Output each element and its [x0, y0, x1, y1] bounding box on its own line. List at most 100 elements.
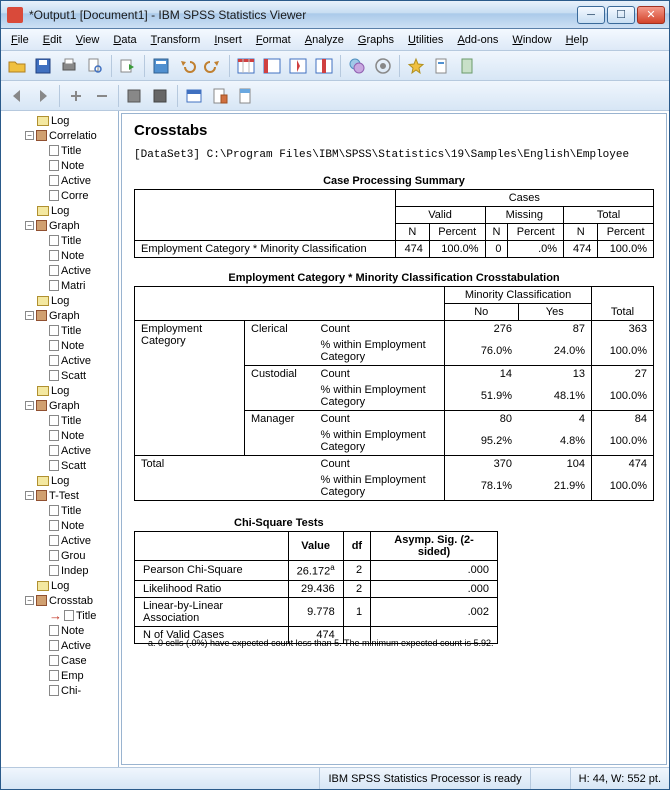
tree-item[interactable]: Log — [1, 203, 118, 218]
page-attr-button[interactable] — [430, 54, 454, 78]
tree-item[interactable]: Log — [1, 383, 118, 398]
variables-button[interactable] — [286, 54, 310, 78]
minimize-button[interactable]: ─ — [577, 6, 605, 24]
tree-item[interactable]: Note — [1, 338, 118, 353]
recall-button[interactable] — [149, 54, 173, 78]
tree-item[interactable]: Scatt — [1, 368, 118, 383]
chisq-title: Chi-Square Tests — [134, 517, 654, 529]
menu-graphs[interactable]: Graphs — [352, 32, 400, 48]
page-icon — [64, 610, 74, 621]
hide-button[interactable] — [149, 84, 173, 108]
tree-item[interactable]: Log — [1, 578, 118, 593]
dataset-path: [DataSet3] C:\Program Files\IBM\SPSS\Sta… — [134, 149, 654, 161]
redo-button[interactable] — [201, 54, 225, 78]
tree-item[interactable]: Log — [1, 473, 118, 488]
outline-tree[interactable]: Log−CorrelatioTitleNoteActiveCorreLog−Gr… — [1, 111, 119, 767]
menu-add-ons[interactable]: Add-ons — [451, 32, 504, 48]
tree-item[interactable]: Title — [1, 143, 118, 158]
tree-item[interactable]: Emp — [1, 668, 118, 683]
titlebar: *Output1 [Document1] - IBM SPSS Statisti… — [1, 1, 669, 29]
menu-data[interactable]: Data — [107, 32, 142, 48]
tree-item[interactable]: Corre — [1, 188, 118, 203]
insert-button[interactable] — [312, 54, 336, 78]
tree-item[interactable]: Note — [1, 518, 118, 533]
select-button[interactable] — [345, 54, 369, 78]
tree-item[interactable]: Note — [1, 158, 118, 173]
tree-item[interactable]: Title — [1, 233, 118, 248]
tree-item[interactable]: Matri — [1, 278, 118, 293]
new-output-button[interactable] — [456, 54, 480, 78]
book-icon — [36, 490, 47, 501]
tree-item[interactable]: Active — [1, 638, 118, 653]
menu-file[interactable]: File — [5, 32, 35, 48]
page-icon — [49, 445, 59, 456]
save-button[interactable] — [31, 54, 55, 78]
tree-item[interactable]: Active — [1, 533, 118, 548]
book-icon — [36, 310, 47, 321]
show-button[interactable] — [123, 84, 147, 108]
tree-item[interactable]: −T-Test — [1, 488, 118, 503]
page-icon — [49, 505, 59, 516]
menu-window[interactable]: Window — [506, 32, 557, 48]
output-viewer[interactable]: Crosstabs [DataSet3] C:\Program Files\IB… — [121, 113, 667, 765]
tree-item[interactable]: Active — [1, 263, 118, 278]
tree-item[interactable]: Note — [1, 248, 118, 263]
book-icon — [36, 400, 47, 411]
tree-item[interactable]: Title — [1, 503, 118, 518]
insert-text-button[interactable] — [234, 84, 258, 108]
print-button[interactable] — [57, 54, 81, 78]
insert-heading-button[interactable] — [182, 84, 206, 108]
menu-analyze[interactable]: Analyze — [299, 32, 350, 48]
export-button[interactable] — [116, 54, 140, 78]
goto-data-button[interactable] — [234, 54, 258, 78]
tree-item[interactable]: Case — [1, 653, 118, 668]
tree-item[interactable]: Scatt — [1, 458, 118, 473]
case-summary-title: Case Processing Summary — [134, 175, 654, 187]
menu-utilities[interactable]: Utilities — [402, 32, 449, 48]
tree-item[interactable]: Grou — [1, 548, 118, 563]
tree-item[interactable]: −Correlatio — [1, 128, 118, 143]
insert-title-button[interactable] — [208, 84, 232, 108]
undo-button[interactable] — [175, 54, 199, 78]
close-button[interactable]: ✕ — [637, 6, 665, 24]
expand-button[interactable] — [64, 84, 88, 108]
tree-item[interactable]: Chi- — [1, 683, 118, 698]
back-button[interactable] — [5, 84, 29, 108]
tree-item[interactable]: Active — [1, 173, 118, 188]
preview-button[interactable] — [83, 54, 107, 78]
page-icon — [49, 190, 59, 201]
menu-help[interactable]: Help — [560, 32, 595, 48]
menu-format[interactable]: Format — [250, 32, 297, 48]
tree-item[interactable]: −Graph — [1, 398, 118, 413]
tree-item[interactable]: Note — [1, 623, 118, 638]
menu-transform[interactable]: Transform — [145, 32, 207, 48]
page-icon — [49, 535, 59, 546]
tree-item[interactable]: −Graph — [1, 218, 118, 233]
tree-item[interactable]: −Crosstab — [1, 593, 118, 608]
page-icon — [49, 655, 59, 666]
forward-button[interactable] — [31, 84, 55, 108]
tree-item[interactable]: Log — [1, 293, 118, 308]
maximize-button[interactable]: ☐ — [607, 6, 635, 24]
tree-item[interactable]: Active — [1, 353, 118, 368]
window-title: *Output1 [Document1] - IBM SPSS Statisti… — [29, 8, 577, 22]
tree-item[interactable]: Active — [1, 443, 118, 458]
tree-item[interactable]: Title — [1, 413, 118, 428]
menu-edit[interactable]: Edit — [37, 32, 68, 48]
goto-case-button[interactable] — [260, 54, 284, 78]
crosstab-table: Minority ClassificationTotalNoYesEmploym… — [134, 286, 654, 501]
toolbar-main — [1, 51, 669, 81]
weight-button[interactable] — [371, 54, 395, 78]
designate-button[interactable] — [404, 54, 428, 78]
tree-item[interactable]: Title — [1, 323, 118, 338]
menu-view[interactable]: View — [70, 32, 106, 48]
open-button[interactable] — [5, 54, 29, 78]
page-icon — [49, 265, 59, 276]
menu-insert[interactable]: Insert — [208, 32, 248, 48]
collapse-button[interactable] — [90, 84, 114, 108]
tree-item[interactable]: Note — [1, 428, 118, 443]
tree-item[interactable]: Log — [1, 113, 118, 128]
tree-item[interactable]: Indep — [1, 563, 118, 578]
tree-item[interactable]: →Title — [1, 608, 118, 623]
tree-item[interactable]: −Graph — [1, 308, 118, 323]
